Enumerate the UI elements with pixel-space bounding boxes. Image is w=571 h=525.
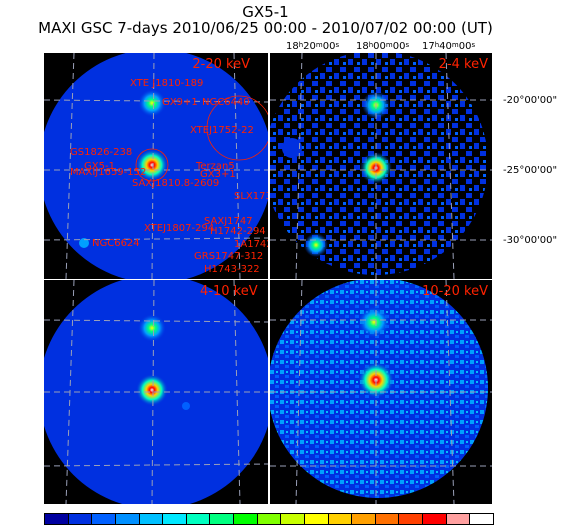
source-label: H1743-322 (204, 264, 260, 275)
source-label: GRS1747-312 (194, 251, 263, 262)
band-label: 4-10 keV (200, 284, 258, 299)
source-label: NGC6624 (92, 238, 140, 249)
color-scale-swatch (45, 514, 69, 524)
band-label: 2-4 keV (438, 57, 488, 72)
panel-2-4kev: 2-4 keV (270, 53, 492, 279)
source-label: GX3+1 (200, 169, 236, 180)
source-label: H1742-294 (210, 226, 266, 237)
page-title: GX5-1 (242, 3, 289, 21)
dec-label-1: -20°00'00" (503, 95, 558, 106)
ra-label-2: 18h00m00s (356, 41, 410, 52)
dec-label-3: -30°00'00" (503, 235, 558, 246)
color-scale-swatch (115, 514, 140, 524)
source-label: XTEJ1752-22 (190, 125, 254, 136)
skymap-4-10kev (44, 280, 268, 504)
color-scale-swatch (446, 514, 471, 524)
source-label: GS1826-238 (70, 147, 132, 158)
color-scale-swatch (423, 514, 447, 524)
color-scale-swatch (68, 514, 93, 524)
color-scale-swatch (139, 514, 164, 524)
color-scale-swatch (328, 514, 353, 524)
source-label: XTE J1810-189 (130, 78, 203, 89)
panel-10-20kev: 10-20 keV (270, 280, 492, 504)
source-label: GX9+1 (162, 97, 198, 108)
color-scale-swatch (375, 514, 400, 524)
source-label: SLX1735-269 (234, 191, 268, 202)
color-scale-swatch (234, 514, 258, 524)
panel-4-10kev: 4-10 keV (44, 280, 268, 504)
source-label: MAXIJ1659-152 (70, 167, 146, 178)
color-scale-swatch (304, 514, 329, 524)
dec-label-2: -25°00'00" (503, 165, 558, 176)
source-label: SAXJ1747 (204, 216, 253, 227)
color-scale-bar (44, 513, 494, 525)
color-scale-swatch (281, 514, 305, 524)
color-scale-swatch (210, 514, 234, 524)
source-label: Terzan5 (195, 161, 235, 172)
source-label: XTEJ1807-294 (144, 223, 214, 234)
source-label: 1A1742-294 (234, 239, 268, 250)
panel-2-20kev: XTE J1810-189 GX9+1 NGC6440 XTEJ1752-22 … (44, 53, 268, 279)
skymap-2-20kev: XTE J1810-189 GX9+1 NGC6440 XTEJ1752-22 … (44, 53, 268, 279)
source-label: GX5-1 (84, 161, 115, 172)
skymap-2-4kev (270, 53, 492, 279)
color-scale-swatch (257, 514, 282, 524)
skymap-10-20kev (270, 280, 492, 504)
color-scale-swatch (186, 514, 211, 524)
source-label: SAXJ1810.8-2609 (132, 178, 219, 189)
ra-label-3: 17h40m00s (422, 41, 476, 52)
band-label: 2-20 keV (192, 57, 250, 72)
color-scale-swatch (399, 514, 423, 524)
color-scale-swatch (352, 514, 376, 524)
page-subtitle: MAXI GSC 7-days 2010/06/25 00:00 - 2010/… (38, 19, 493, 37)
color-scale-swatch (470, 514, 493, 524)
ra-label-1: 18h20m00s (286, 41, 340, 52)
color-scale-swatch (92, 514, 116, 524)
color-scale-swatch (163, 514, 187, 524)
source-label: NGC6440 (202, 97, 250, 108)
band-label: 10-20 keV (422, 284, 488, 299)
